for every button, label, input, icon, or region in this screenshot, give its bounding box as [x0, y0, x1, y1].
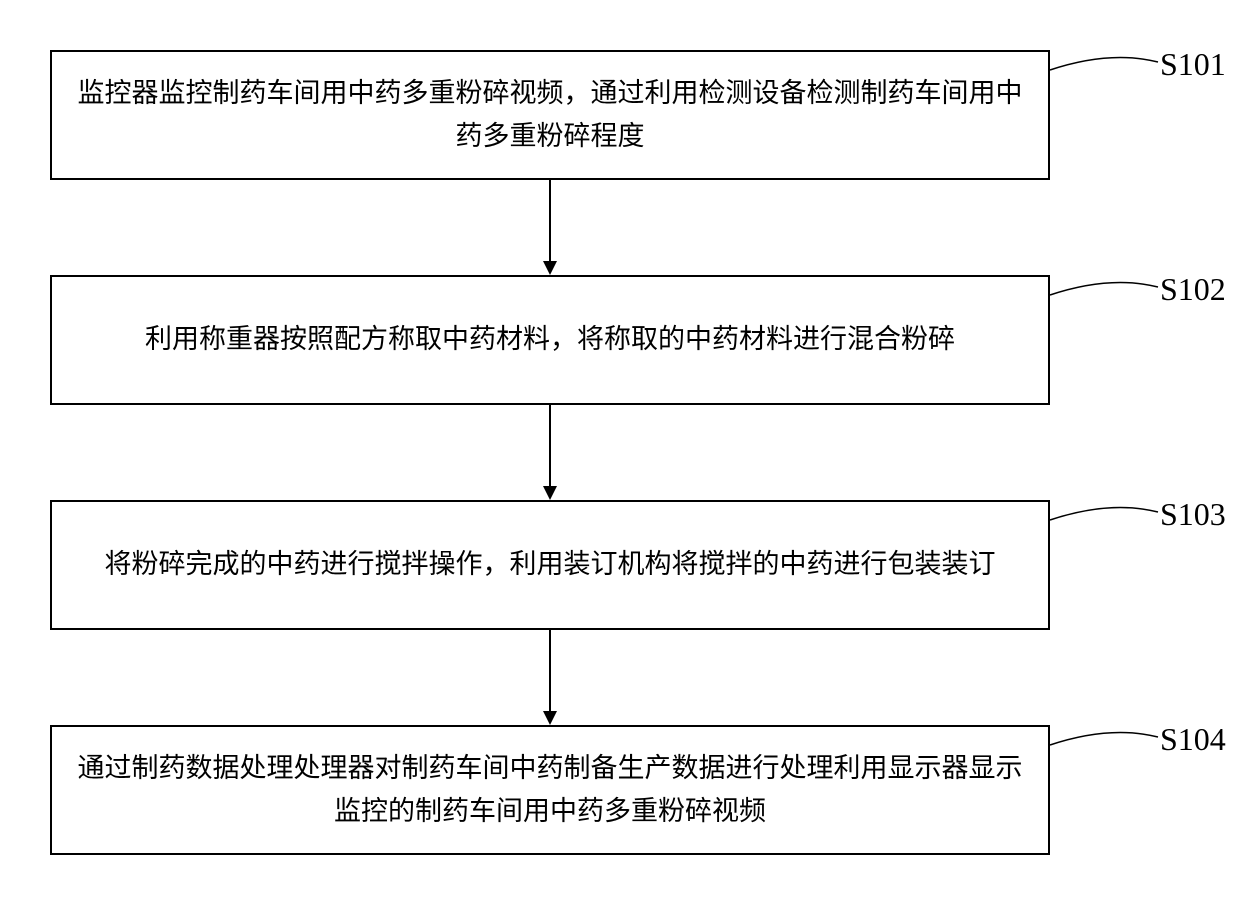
step-label-s102: S102: [1160, 271, 1226, 308]
flow-box-text: 将粉碎完成的中药进行搅拌操作，利用装订机构将搅拌的中药进行包装装订: [105, 543, 996, 586]
flow-box-s101: 监控器监控制药车间用中药多重粉碎视频，通过利用检测设备检测制药车间用中药多重粉碎…: [50, 50, 1050, 180]
flow-box-text: 利用称重器按照配方称取中药材料，将称取的中药材料进行混合粉碎: [145, 318, 955, 361]
step-label-s101: S101: [1160, 46, 1226, 83]
flow-box-text: 监控器监控制药车间用中药多重粉碎视频，通过利用检测设备检测制药车间用中药多重粉碎…: [76, 72, 1024, 158]
step-label-text: S104: [1160, 721, 1226, 757]
step-label-text: S101: [1160, 46, 1226, 82]
flow-box-s102: 利用称重器按照配方称取中药材料，将称取的中药材料进行混合粉碎: [50, 275, 1050, 405]
flowchart-container: 监控器监控制药车间用中药多重粉碎视频，通过利用检测设备检测制药车间用中药多重粉碎…: [20, 20, 1220, 884]
step-label-text: S103: [1160, 496, 1226, 532]
step-label-s103: S103: [1160, 496, 1226, 533]
flow-box-s104: 通过制药数据处理处理器对制药车间中药制备生产数据进行处理利用显示器显示监控的制药…: [50, 725, 1050, 855]
flow-box-s103: 将粉碎完成的中药进行搅拌操作，利用装订机构将搅拌的中药进行包装装订: [50, 500, 1050, 630]
step-label-s104: S104: [1160, 721, 1226, 758]
step-label-text: S102: [1160, 271, 1226, 307]
flow-box-text: 通过制药数据处理处理器对制药车间中药制备生产数据进行处理利用显示器显示监控的制药…: [76, 747, 1024, 833]
